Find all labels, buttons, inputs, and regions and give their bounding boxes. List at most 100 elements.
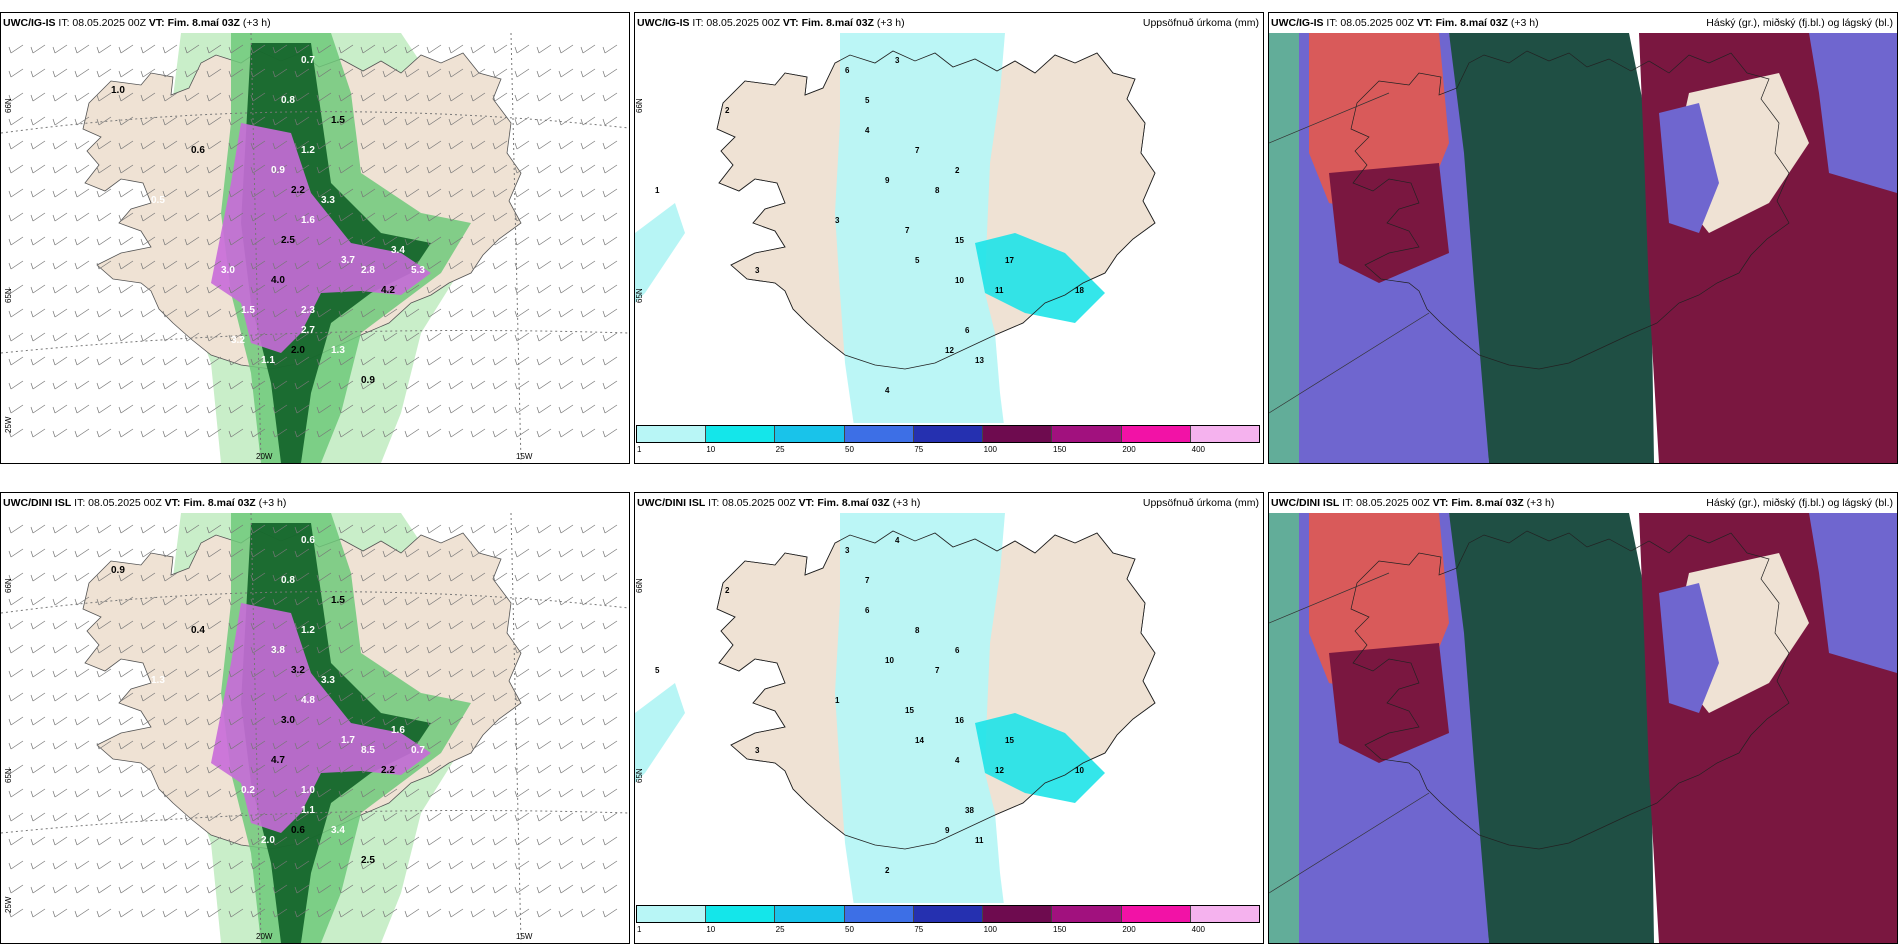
wind-barb [580, 428, 596, 438]
wind-barb [316, 812, 332, 822]
wind-barb [514, 380, 530, 390]
precip-value-label: 2 [725, 586, 730, 595]
wind-barb [294, 716, 310, 726]
wind-barb [382, 860, 398, 870]
wind-barb [294, 572, 310, 582]
wind-barb [162, 620, 178, 630]
wind-barb [8, 716, 24, 726]
wind-barb [558, 380, 574, 390]
wind-barb [426, 92, 442, 102]
wind-barb [272, 836, 288, 846]
wind-barb [74, 404, 90, 414]
wind-barb [96, 716, 112, 726]
wind-barb [52, 332, 68, 342]
precip-area-light [835, 33, 1005, 433]
wind-barb [382, 668, 398, 678]
precip-area-cyan [975, 233, 1105, 323]
graticule-line [1269, 792, 1430, 894]
wind-barb [272, 68, 288, 78]
wind-barb [404, 620, 420, 630]
wind-barb [382, 380, 398, 390]
wind-barb [536, 548, 552, 558]
wind-barb [74, 764, 90, 774]
wind-barb [470, 764, 486, 774]
wind-barb [338, 668, 354, 678]
wind-barb [382, 548, 398, 558]
colorbar-swatch [983, 426, 1053, 442]
wind-barb [382, 44, 398, 54]
wind-barb [426, 716, 442, 726]
precip-value-label: 3 [755, 266, 760, 275]
wind-barb [536, 572, 552, 582]
wind-barb [602, 764, 618, 774]
wind-barb [536, 788, 552, 798]
wind-barb [602, 380, 618, 390]
wind-barb [404, 68, 420, 78]
wind-barb [206, 332, 222, 342]
wind-barb [558, 236, 574, 246]
wind-barb [184, 308, 200, 318]
wind-barb [514, 908, 530, 918]
wind-barb [426, 308, 442, 318]
wind-barb [184, 428, 200, 438]
wind-value-label: 2.0 [261, 835, 275, 846]
wind-barb [52, 260, 68, 270]
wind-barb [316, 332, 332, 342]
wind-barb [228, 788, 244, 798]
wind-barb [404, 716, 420, 726]
wind-barb [470, 596, 486, 606]
wind-barb [426, 116, 442, 126]
wind-barb [316, 620, 332, 630]
wind-barb [426, 284, 442, 294]
wind-barb [360, 740, 376, 750]
wind-barb [162, 524, 178, 534]
wind-value-label: 1.0 [301, 785, 315, 796]
wind-barb [228, 92, 244, 102]
wind-barb [448, 860, 464, 870]
wind-barb [580, 812, 596, 822]
wind-barb [316, 596, 332, 606]
wind-barb [30, 380, 46, 390]
wind-barb [8, 332, 24, 342]
precip-value-label: 4 [885, 386, 890, 395]
wind-barb [580, 284, 596, 294]
wind-barb [426, 692, 442, 702]
wind-barb [52, 140, 68, 150]
wind-barb [74, 140, 90, 150]
wind-barb [228, 740, 244, 750]
wind-barb [206, 716, 222, 726]
wind-barb [558, 788, 574, 798]
wind-barb [558, 668, 574, 678]
wind-barb [272, 260, 288, 270]
wind-barb [602, 284, 618, 294]
wind-barb [184, 668, 200, 678]
wind-barb [536, 812, 552, 822]
wind-barb [382, 812, 398, 822]
wind-barb [514, 524, 530, 534]
wind-barb [558, 884, 574, 894]
wind-barb [602, 812, 618, 822]
wind-barb [206, 164, 222, 174]
wind-barb [404, 884, 420, 894]
iceland-coast [1350, 50, 1790, 370]
wind-barb [30, 548, 46, 558]
wind-barb [316, 764, 332, 774]
wind-barb [448, 764, 464, 774]
precip-value-label: 12 [995, 766, 1004, 775]
wind-barb [8, 188, 24, 198]
wind-barb [118, 332, 134, 342]
wind-barb [294, 644, 310, 654]
wind-barb [162, 572, 178, 582]
wind-barb [272, 908, 288, 918]
precip-value-label: 9 [945, 826, 950, 835]
wind-barb [294, 620, 310, 630]
wind-barb [514, 284, 530, 294]
wind-barb [316, 788, 332, 798]
wind-barb [30, 764, 46, 774]
colorbar-tick-label: 150 [1053, 925, 1067, 934]
wind-barb [558, 260, 574, 270]
wind-barb [514, 668, 530, 678]
wind-barb [206, 692, 222, 702]
precip-value-label: 11 [995, 286, 1004, 295]
